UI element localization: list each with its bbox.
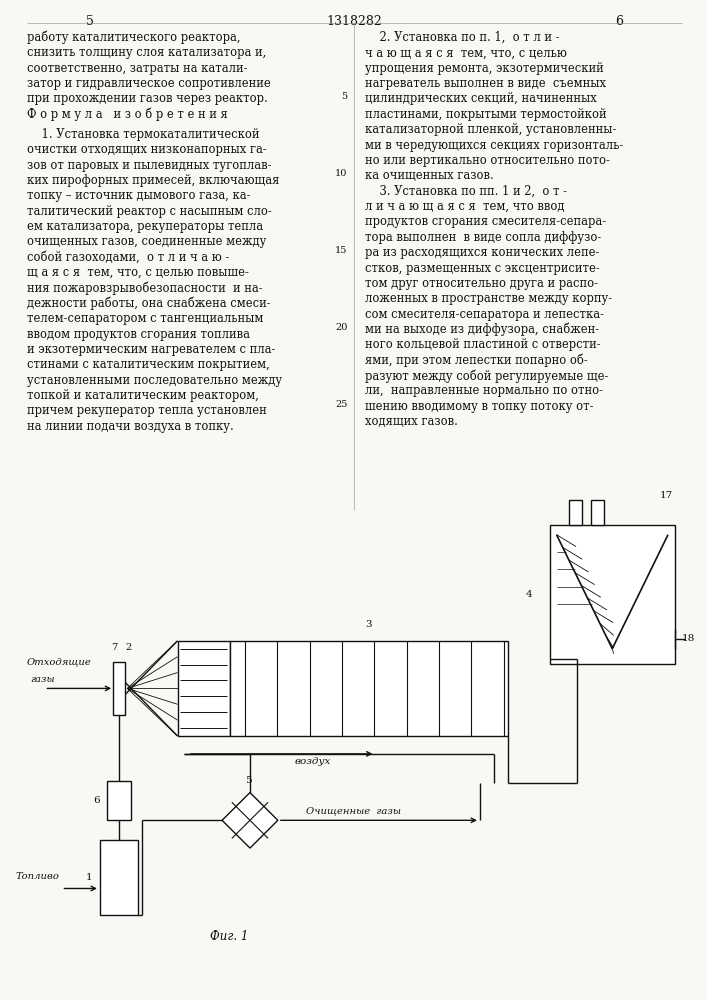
Text: 15: 15	[335, 246, 348, 255]
Text: собой газоходами,  о т л и ч а ю -: собой газоходами, о т л и ч а ю -	[27, 251, 229, 264]
Bar	[569, 500, 582, 525]
Text: дежности работы, она снабжена смеси-: дежности работы, она снабжена смеси-	[27, 297, 271, 310]
Text: цилиндрических секций, начиненных: цилиндрических секций, начиненных	[365, 92, 597, 105]
Text: вводом продуктов сгорания топлива: вводом продуктов сгорания топлива	[27, 328, 250, 341]
Text: 1318282: 1318282	[327, 15, 382, 28]
Text: стинами с каталитическим покрытием,: стинами с каталитическим покрытием,	[27, 358, 270, 371]
Text: на линии подачи воздуха в топку.: на линии подачи воздуха в топку.	[27, 420, 234, 433]
Text: топку – источник дымового газа, ка-: топку – источник дымового газа, ка-	[27, 189, 250, 202]
Text: ка очищенных газов.: ка очищенных газов.	[365, 169, 493, 182]
Text: тора выполнен  в виде сопла диффузо-: тора выполнен в виде сопла диффузо-	[365, 231, 601, 244]
Text: пластинами, покрытыми термостойкой: пластинами, покрытыми термостойкой	[365, 108, 607, 121]
Text: ми в чередующихся секциях горизонталь-: ми в чередующихся секциях горизонталь-	[365, 139, 623, 152]
Text: ких пирофорных примесей, включающая: ких пирофорных примесей, включающая	[27, 174, 279, 187]
Text: ложенных в пространстве между корпу-: ложенных в пространстве между корпу-	[365, 292, 612, 305]
Text: ходящих газов.: ходящих газов.	[365, 415, 458, 428]
Text: 18: 18	[682, 634, 695, 643]
Text: 5: 5	[245, 776, 252, 785]
Text: снизить толщину слоя катализатора и,: снизить толщину слоя катализатора и,	[27, 46, 267, 59]
Text: ем катализатора, рекуператоры тепла: ем катализатора, рекуператоры тепла	[27, 220, 263, 233]
Bar	[549, 525, 675, 664]
Text: ли,  направленные нормально по отно-: ли, направленные нормально по отно-	[365, 384, 603, 397]
Text: щ а я с я  тем, что, с целью повыше-: щ а я с я тем, что, с целью повыше-	[27, 266, 249, 279]
Bar	[107, 781, 132, 820]
Text: Ф о р м у л а   и з о б р е т е н и я: Ф о р м у л а и з о б р е т е н и я	[27, 108, 228, 121]
Text: газы: газы	[30, 675, 55, 684]
Text: разуют между собой регулируемые ще-: разуют между собой регулируемые ще-	[365, 369, 608, 383]
Text: л и ч а ю щ а я с я  тем, что ввод: л и ч а ю щ а я с я тем, что ввод	[365, 200, 564, 213]
Text: 1: 1	[86, 873, 93, 882]
Text: установленными последовательно между: установленными последовательно между	[27, 374, 282, 387]
Text: 1. Установка термокаталитической: 1. Установка термокаталитической	[27, 128, 259, 141]
Text: 10: 10	[335, 169, 348, 178]
Text: зов от паровых и пылевидных тугоплав-: зов от паровых и пылевидных тугоплав-	[27, 159, 271, 172]
Text: причем рекуператор тепла установлен: причем рекуператор тепла установлен	[27, 404, 267, 417]
Text: 6: 6	[93, 796, 100, 805]
Polygon shape	[222, 793, 278, 848]
Text: шению вводимому в топку потоку от-: шению вводимому в топку потоку от-	[365, 400, 593, 413]
Text: Очищенные  газы: Очищенные газы	[305, 806, 401, 815]
Text: 2: 2	[126, 643, 132, 652]
Bar	[112, 662, 125, 715]
Text: воздух: воздух	[295, 757, 331, 766]
Text: Отходящие: Отходящие	[27, 658, 92, 667]
Bar	[591, 500, 604, 525]
Text: ми на выходе из диффузора, снабжен-: ми на выходе из диффузора, снабжен-	[365, 323, 599, 336]
Text: очистки отходящих низконапорных га-: очистки отходящих низконапорных га-	[27, 143, 267, 156]
Text: 3. Установка по пп. 1 и 2,  о т -: 3. Установка по пп. 1 и 2, о т -	[365, 185, 567, 198]
Text: затор и гидравлическое сопротивление: затор и гидравлическое сопротивление	[27, 77, 271, 90]
Text: при прохождении газов через реактор.: при прохождении газов через реактор.	[27, 92, 268, 105]
Text: 20: 20	[335, 323, 348, 332]
Text: том друг относительно друга и распо-: том друг относительно друга и распо-	[365, 277, 598, 290]
Bar	[177, 641, 230, 736]
Text: Топливо: Топливо	[16, 872, 59, 881]
Text: катализаторной пленкой, установленны-: катализаторной пленкой, установленны-	[365, 123, 617, 136]
Text: 7: 7	[111, 643, 117, 652]
Text: соответственно, затраты на катали-: соответственно, затраты на катали-	[27, 62, 247, 75]
Text: работу каталитического реактора,: работу каталитического реактора,	[27, 31, 240, 44]
Text: очищенных газов, соединенные между: очищенных газов, соединенные между	[27, 235, 267, 248]
Text: ния пожаровзрывобезопасности  и на-: ния пожаровзрывобезопасности и на-	[27, 281, 263, 295]
Text: 25: 25	[335, 400, 348, 409]
Text: но или вертикально относительно пото-: но или вертикально относительно пото-	[365, 154, 610, 167]
Text: ра из расходящихся конических лепе-: ра из расходящихся конических лепе-	[365, 246, 600, 259]
Text: телем-сепаратором с тангенциальным: телем-сепаратором с тангенциальным	[27, 312, 264, 325]
Text: нагреватель выполнен в виде  съемных: нагреватель выполнен в виде съемных	[365, 77, 606, 90]
Text: стков, размещенных с эксцентрисите-: стков, размещенных с эксцентрисите-	[365, 262, 600, 275]
Text: 6: 6	[615, 15, 624, 28]
Text: Фиг. 1: Фиг. 1	[210, 930, 248, 943]
Text: ями, при этом лепестки попарно об-: ями, при этом лепестки попарно об-	[365, 354, 588, 367]
Text: 4: 4	[525, 590, 532, 599]
Text: топкой и каталитическим реактором,: топкой и каталитическим реактором,	[27, 389, 259, 402]
Text: 5: 5	[341, 92, 348, 101]
Text: сом смесителя-сепаратора и лепестка-: сом смесителя-сепаратора и лепестка-	[365, 308, 604, 321]
Bar	[100, 840, 138, 915]
Text: талитический реактор с насыпным сло-: талитический реактор с насыпным сло-	[27, 205, 271, 218]
Text: 3: 3	[366, 620, 372, 629]
Text: 5: 5	[86, 15, 93, 28]
Bar	[230, 641, 508, 736]
Text: ного кольцевой пластиной с отверсти-: ного кольцевой пластиной с отверсти-	[365, 338, 600, 351]
Text: ч а ю щ а я с я  тем, что, с целью: ч а ю щ а я с я тем, что, с целью	[365, 46, 567, 59]
Text: и экзотермическим нагревателем с пла-: и экзотермическим нагревателем с пла-	[27, 343, 276, 356]
Text: продуктов сгорания смесителя-сепара-: продуктов сгорания смесителя-сепара-	[365, 215, 606, 228]
Text: упрощения ремонта, экзотермический: упрощения ремонта, экзотермический	[365, 62, 604, 75]
Text: 17: 17	[660, 491, 673, 500]
Text: 2. Установка по п. 1,  о т л и -: 2. Установка по п. 1, о т л и -	[365, 31, 559, 44]
